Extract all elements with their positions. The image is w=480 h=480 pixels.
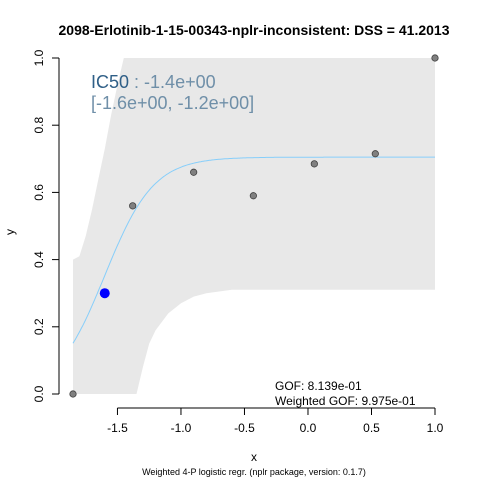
x-tick-label: 0.5	[363, 421, 380, 435]
x-tick-label: 0.0	[300, 421, 317, 435]
y-tick-label: 0.6	[32, 184, 46, 201]
confidence-band	[73, 58, 435, 394]
data-point	[69, 390, 77, 398]
data-points	[69, 54, 439, 398]
weighted-gof-text: Weighted GOF: 9.975e-01	[275, 394, 416, 408]
data-point	[310, 160, 318, 168]
ic50-point	[99, 288, 110, 299]
chart-title: 2098-Erlotinib-1-15-00343-nplr-inconsist…	[59, 22, 450, 38]
ic50-annotation: IC50 : -1.4e+00	[91, 72, 216, 92]
data-point	[431, 54, 439, 62]
x-tick-label: -1.0	[171, 421, 192, 435]
x-axis: -1.5 -1.0 -0.5 0.0 0.5 1.0	[107, 407, 444, 435]
y-tick-label: 1.0	[32, 49, 46, 66]
y-tick-label: 0.2	[32, 318, 46, 335]
gof-text: GOF: 8.139e-01	[275, 379, 362, 393]
y-axis: 0.0 0.2 0.4 0.6 0.8 1.0	[32, 49, 60, 402]
ic50-marker	[99, 288, 110, 299]
data-point	[190, 168, 198, 176]
x-axis-label: x	[251, 450, 257, 464]
y-tick-label: 0.4	[32, 251, 46, 268]
ic50-annotation-label: IC50	[91, 72, 129, 92]
ic50-confidence-interval: [-1.6e+00, -1.2e+00]	[91, 93, 254, 113]
chart-caption: Weighted 4-P logistic regr. (nplr packag…	[142, 467, 366, 477]
data-point	[129, 202, 137, 210]
confidence-band-area	[73, 58, 435, 394]
data-point	[371, 150, 379, 158]
ic50-annotation-value: -1.4e+00	[144, 72, 216, 92]
x-tick-label: -1.5	[107, 421, 128, 435]
x-tick-label: 1.0	[427, 421, 444, 435]
data-point	[249, 192, 257, 200]
y-tick-label: 0.8	[32, 117, 46, 134]
y-tick-label: 0.0	[32, 385, 46, 402]
ic50-annotation-separator: :	[129, 72, 144, 92]
y-axis-label: y	[3, 229, 17, 235]
x-tick-label: -0.5	[234, 421, 255, 435]
